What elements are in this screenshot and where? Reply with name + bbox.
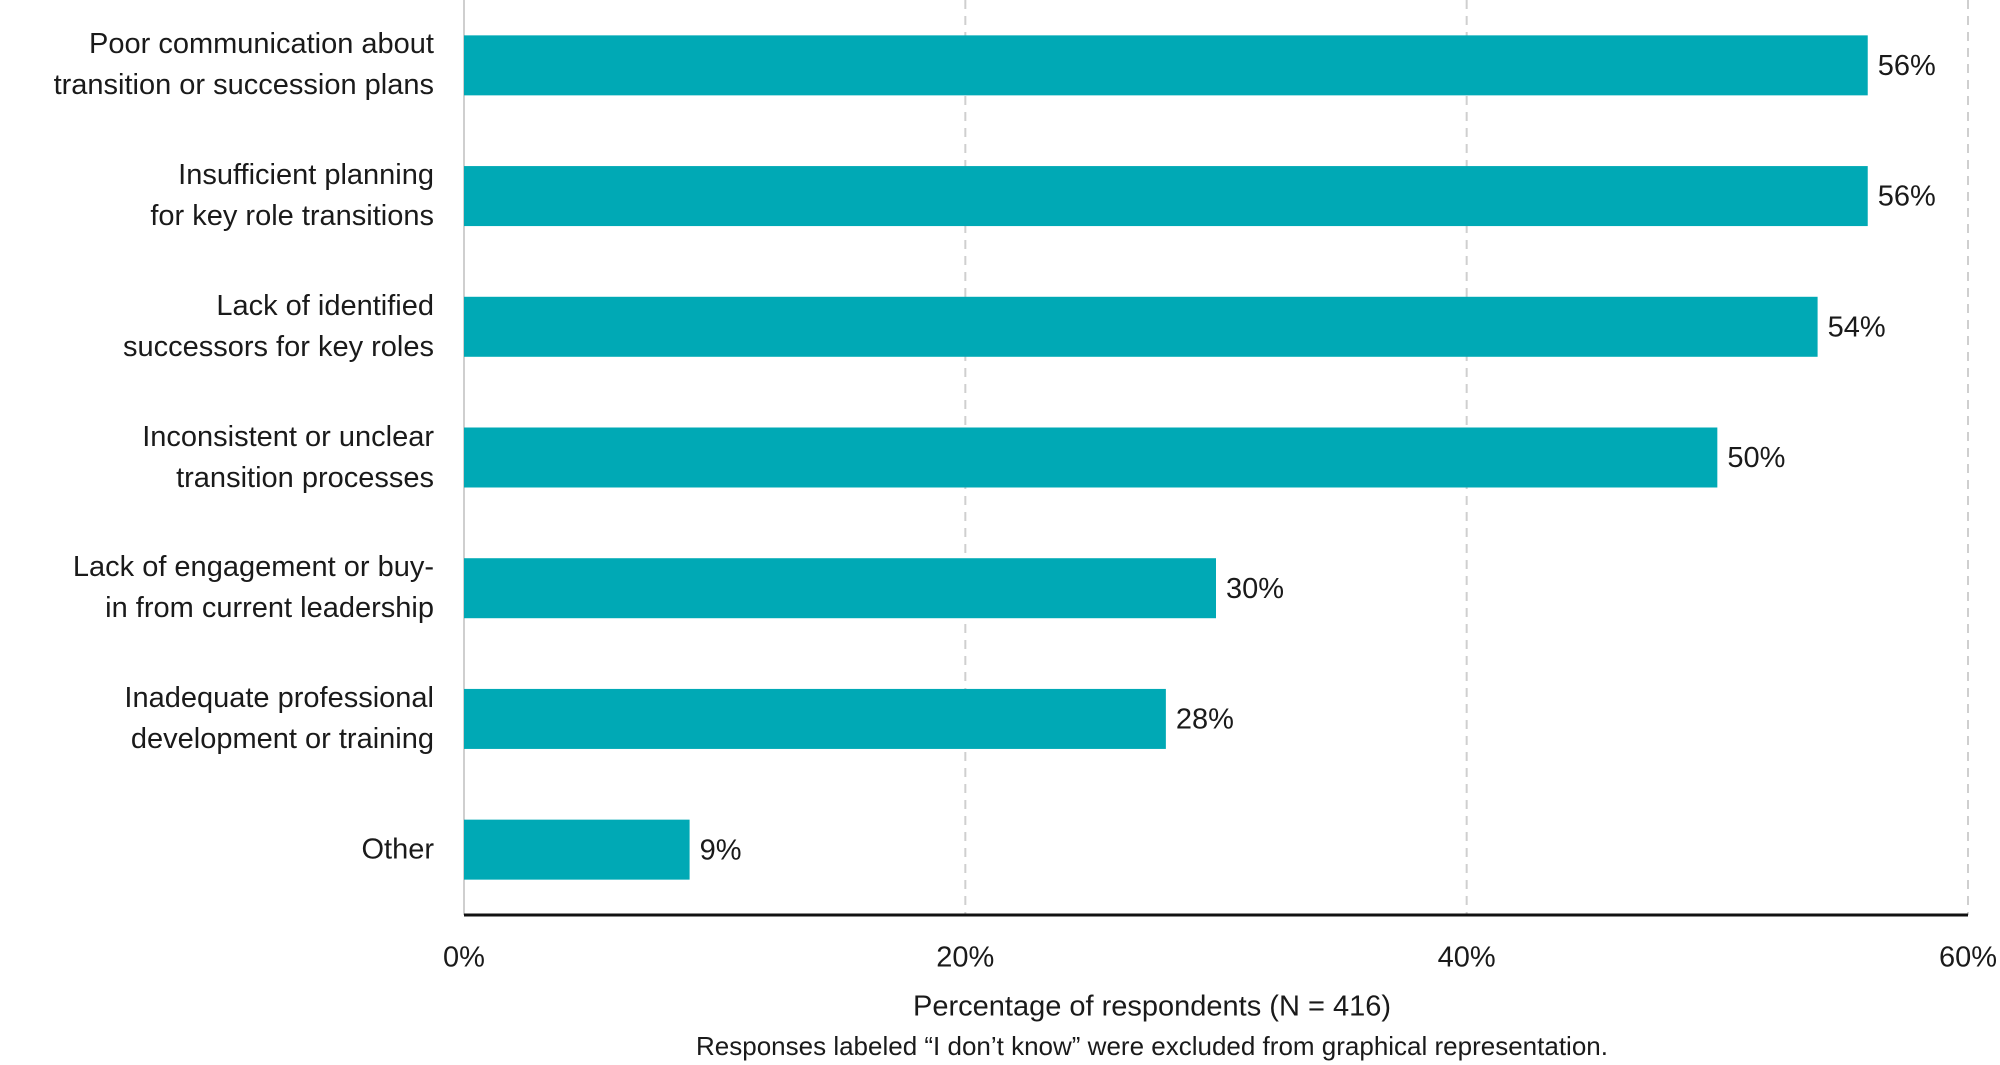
category-label: Lack of engagement or buy-in from curren…: [72, 551, 434, 625]
bar: [464, 427, 1718, 488]
category-label: Lack of identified successors for key ro…: [122, 289, 434, 363]
value-label: 30%: [1226, 573, 1284, 605]
value-label: 28%: [1176, 704, 1234, 736]
bar: [464, 819, 690, 880]
x-tick-label: 0%: [443, 942, 485, 974]
value-label: 56%: [1878, 181, 1936, 213]
value-label: 50%: [1727, 442, 1785, 474]
bar: [464, 296, 1818, 357]
x-tick-label: 20%: [936, 942, 994, 974]
category-label: Insufficient planning for key role trans…: [150, 159, 434, 233]
category-label: Inadequate professional development or t…: [124, 681, 434, 755]
category-label: Other: [361, 833, 434, 866]
bar: [464, 688, 1166, 749]
category-label: Inconsistent or unclear transition proce…: [142, 420, 434, 494]
bar: [464, 558, 1216, 619]
value-label: 54%: [1828, 311, 1886, 343]
category-label: Poor communication about transition or s…: [53, 28, 434, 102]
value-label: 9%: [700, 834, 742, 866]
value-label: 56%: [1878, 50, 1936, 82]
note: Responses labeled “I don’t know” were ex…: [696, 1031, 1608, 1061]
bar: [464, 166, 1868, 227]
x-tick-label: 60%: [1939, 942, 1997, 974]
x-axis-label: Percentage of respondents (N = 416): [913, 991, 1391, 1023]
bar: [464, 35, 1868, 96]
x-tick-label: 40%: [1438, 942, 1496, 974]
